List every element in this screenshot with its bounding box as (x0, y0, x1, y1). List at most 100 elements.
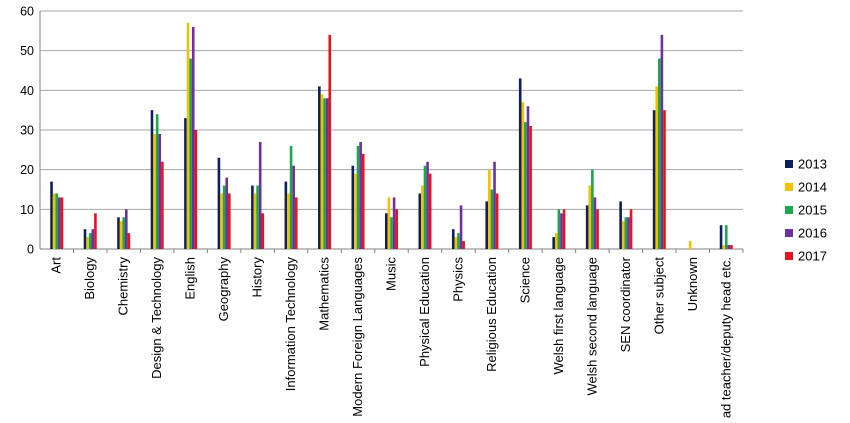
bar-2017-2 (127, 233, 131, 249)
bar-2014-4 (186, 22, 190, 250)
bar-2016-14 (526, 106, 530, 249)
bar-2014-17 (621, 221, 625, 249)
y-tick-label: 60 (20, 5, 34, 19)
bar-2014-5 (220, 193, 223, 249)
bar-2017-11 (428, 173, 432, 249)
bar-2015-17 (624, 217, 628, 249)
legend-label: 2013 (798, 157, 827, 172)
legend-label: 2016 (798, 226, 827, 241)
bar-2017-18 (663, 110, 666, 249)
x-category-label: Design & Technology (149, 257, 164, 379)
bar-2013-5 (217, 157, 221, 249)
bar-2016-8 (325, 98, 329, 250)
bar-2013-4 (184, 118, 187, 249)
bar-2013-12 (451, 229, 455, 249)
x-category-label: Geography (216, 257, 231, 322)
bar-2014-15 (554, 233, 558, 249)
bar-2017-20 (730, 245, 733, 249)
bar-2016-5 (225, 177, 229, 249)
bar-2017-16 (596, 209, 599, 249)
y-tick-label: 20 (20, 163, 34, 177)
x-category-label: Art (49, 257, 64, 274)
legend-swatch-2015 (785, 206, 793, 214)
bar-2016-10 (392, 197, 396, 249)
bar-2014-16 (588, 185, 592, 249)
bar-2016-15 (560, 213, 563, 249)
bar-2016-11 (426, 161, 429, 249)
bar-2013-7 (284, 181, 288, 249)
bar-2013-8 (318, 86, 321, 250)
bar-2017-12 (462, 241, 465, 249)
bar-2014-12 (454, 237, 458, 249)
bar-2013-18 (652, 110, 656, 249)
x-category-label: Head teacher/deputy head etc. (718, 257, 733, 418)
bar-2013-10 (385, 213, 388, 249)
x-category-label: Welsh second language (584, 257, 599, 396)
x-category-label: Biology (82, 257, 97, 300)
bar-2014-19 (688, 241, 692, 249)
bar-2016-12 (459, 205, 463, 249)
bar-2015-7 (289, 145, 293, 249)
bar-2016-18 (660, 34, 664, 249)
bar-2015-16 (591, 169, 594, 249)
x-category-label: Science (517, 257, 532, 303)
bar-2015-6 (256, 185, 259, 249)
x-category-label: Mathematics (317, 257, 332, 331)
x-category-label: Physical Education (417, 257, 432, 367)
bar-2016-13 (493, 161, 496, 249)
bar-2015-13 (490, 189, 494, 249)
category-labels: Art Biology Chemistry Design & Technology En… (49, 256, 734, 423)
bar-2014-20 (722, 245, 725, 249)
bar-2013-11 (418, 193, 422, 249)
legend-label: 2017 (798, 249, 827, 264)
legend: 2013 2014 2015 2016 2017 (785, 157, 827, 264)
x-category-label: Religious Education (484, 257, 499, 372)
x-category-label: English (183, 257, 198, 300)
x-category-label: History (250, 257, 265, 298)
gridlines (40, 10, 743, 250)
bar-2013-20 (719, 225, 723, 249)
bar-2013-14 (518, 78, 522, 250)
bar-2015-12 (457, 233, 460, 249)
bar-2017-9 (361, 153, 365, 249)
bar-2016-6 (258, 141, 262, 249)
bar-2017-17 (629, 209, 633, 249)
bar-2013-17 (619, 201, 622, 249)
bar-2017-1 (94, 213, 97, 249)
bar-2014-3 (153, 133, 156, 249)
bar-2015-3 (155, 114, 159, 249)
legend-swatch-2016 (785, 229, 793, 237)
bar-2017-15 (562, 209, 566, 249)
bar-2017-14 (529, 126, 532, 249)
bar-2014-14 (521, 102, 525, 249)
bar-2015-15 (557, 209, 561, 249)
bar-2017-0 (60, 197, 64, 249)
y-tick-label: 0 (27, 243, 34, 257)
bar-2015-18 (658, 58, 661, 249)
bar-2013-16 (585, 205, 589, 249)
bar-2013-15 (552, 237, 555, 249)
bar-2014-13 (488, 169, 491, 249)
bar-2015-10 (390, 217, 393, 249)
bar-2015-14 (524, 122, 527, 249)
bar-2016-17 (627, 217, 630, 249)
bar-2016-0 (58, 197, 61, 249)
legend-label: 2015 (798, 203, 827, 218)
legend-swatch-2017 (785, 252, 793, 260)
x-category-label: Unknown (685, 257, 700, 311)
y-tick-label: 40 (20, 84, 34, 98)
bar-2013-13 (485, 201, 489, 249)
bar-2014-7 (287, 193, 290, 249)
x-category-label: Welsh first language (551, 257, 566, 375)
bar-2013-9 (351, 165, 355, 249)
bar-2017-3 (161, 161, 164, 249)
x-category-label: Other subject (651, 257, 666, 335)
x-category-label: SEN coordinator (618, 256, 633, 352)
bar-2013-0 (50, 181, 53, 249)
x-category-label: Information Technology (283, 257, 298, 392)
bar-2017-8 (328, 34, 332, 249)
bar-2015-5 (222, 185, 226, 249)
bar-2016-16 (593, 197, 597, 249)
